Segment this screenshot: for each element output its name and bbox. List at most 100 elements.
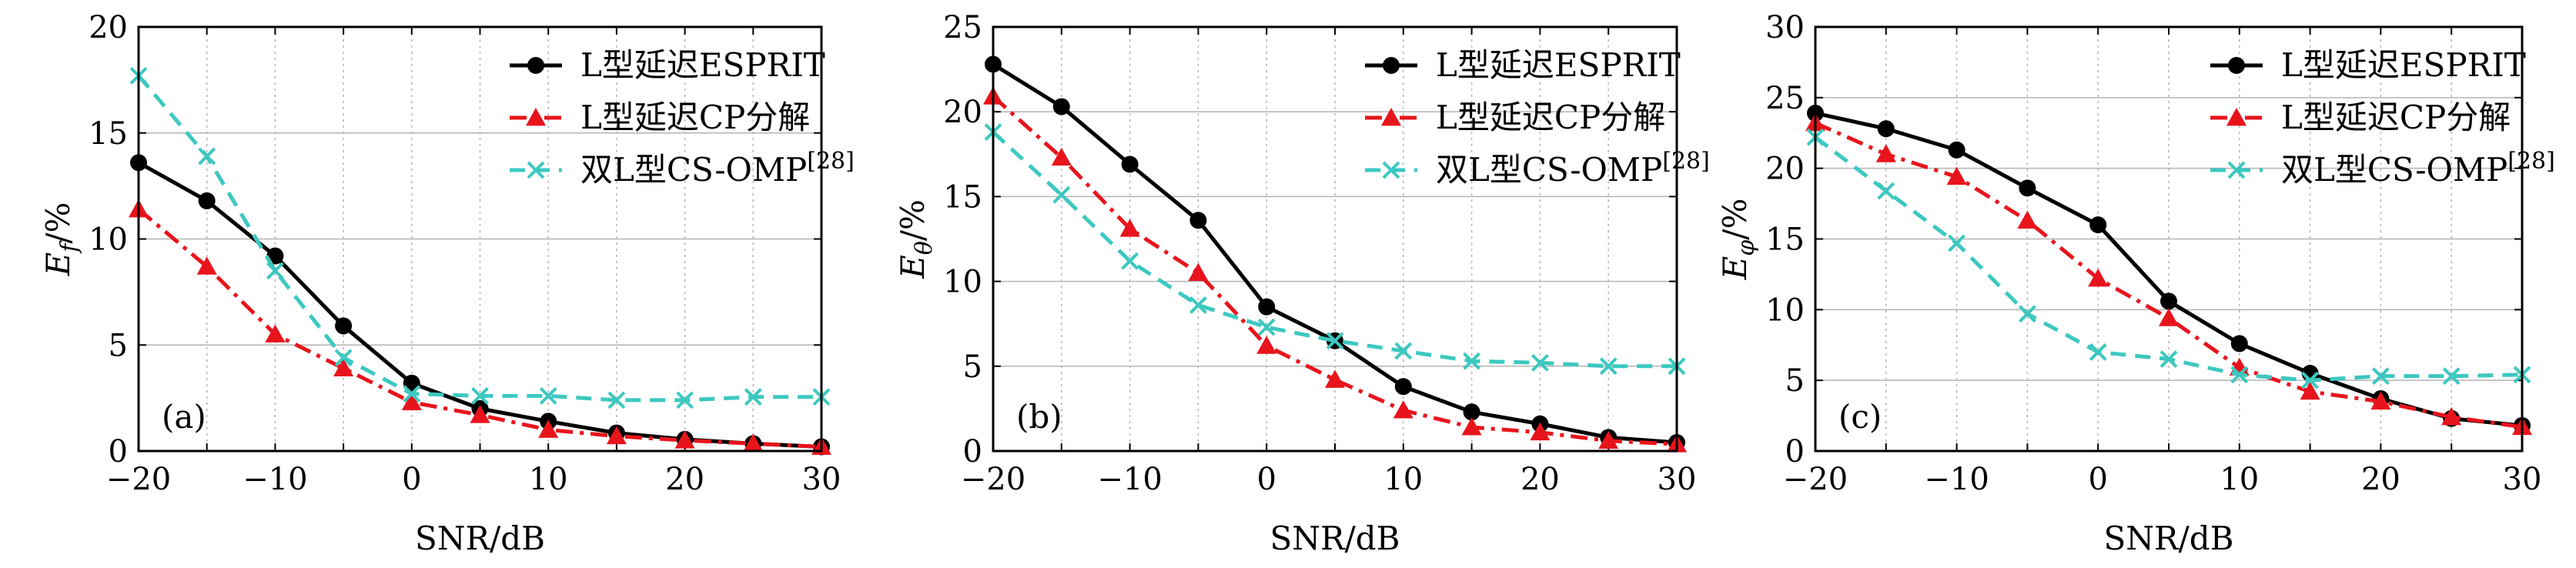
y-axis-title-main: E (39, 252, 77, 277)
y-tick-label: 20 (1765, 152, 1805, 187)
legend-entry: 双L型CS-OMP[28] (580, 148, 855, 189)
legend-marker (2227, 161, 2246, 179)
legend-marker (1382, 161, 1400, 179)
data-point (2370, 391, 2391, 410)
legend-marker (526, 108, 546, 126)
y-axis-title: Ef/% (39, 202, 83, 277)
data-point (1463, 352, 1481, 370)
data-point (471, 386, 489, 405)
data-point (1461, 417, 1482, 436)
data-point (1052, 185, 1071, 204)
y-axis-title-unit: /% (39, 202, 77, 244)
data-point (1946, 166, 1967, 185)
legend-entry: L型延迟ESPRIT (1436, 46, 1681, 84)
data-point (2019, 179, 2036, 197)
data-point (2089, 216, 2107, 234)
x-tick-label: 30 (2503, 462, 2542, 497)
x-tick-label: 20 (1521, 462, 1560, 497)
y-tick-label: 20 (943, 95, 982, 130)
data-point (1325, 369, 1345, 388)
legend-entry: L型延迟ESPRIT (2281, 46, 2526, 84)
legend-entry: L型延迟CP分解 (1436, 99, 1665, 136)
plot-frame (1814, 25, 2524, 453)
data-point (2160, 292, 2177, 310)
x-tick-label: 30 (802, 462, 841, 497)
plot-frame (137, 25, 823, 453)
data-point (1052, 98, 1070, 115)
y-axis-title-unit: /% (894, 199, 932, 241)
legend-marker (527, 161, 545, 179)
data-point (1257, 318, 1276, 336)
legend-marker (1381, 108, 1401, 126)
x-tick-label: −10 (1097, 462, 1162, 497)
y-tick-label: 10 (1765, 292, 1805, 328)
y-tick-label: 10 (943, 265, 982, 300)
y-tick-label: 25 (1765, 81, 1805, 116)
x-tick-label: 10 (529, 462, 568, 497)
data-point (1394, 378, 1412, 396)
y-tick-label: 5 (109, 328, 128, 363)
data-point (333, 358, 354, 376)
data-point (198, 147, 216, 165)
x-axis-title: SNR/dB (1270, 520, 1400, 557)
plot-frame (992, 25, 1678, 453)
data-point (1394, 342, 1413, 360)
panel-label: (b) (1016, 398, 1062, 436)
legend-marker (2228, 57, 2245, 74)
x-tick-label: 20 (665, 462, 704, 497)
data-point (1530, 422, 1551, 441)
chart-panel-c: 0 5 10 15 20 25 30 −20 −10 0 10 20 30 SNR/dB Eφ/% (c) L型… (1716, 10, 2555, 557)
data-point (1948, 141, 1965, 159)
data-point (266, 262, 284, 280)
x-tick-label: 20 (2361, 462, 2400, 497)
y-tick-label: 15 (1765, 222, 1805, 258)
x-tick-label: 30 (1658, 462, 1697, 497)
data-point (1119, 219, 1140, 237)
data-point (198, 192, 216, 209)
data-point (607, 391, 626, 409)
data-point (1393, 400, 1413, 419)
data-point (1256, 336, 1277, 354)
series-line (992, 130, 1677, 369)
data-point (1875, 144, 1896, 162)
panel-label: (c) (1838, 398, 1882, 436)
data-point (1189, 212, 1207, 229)
x-tick-label: −20 (961, 462, 1025, 497)
data-point (1531, 353, 1549, 372)
legend-entry: 双L型CS-OMP[28] (2281, 148, 2555, 189)
data-point (401, 392, 422, 411)
x-tick-label: −10 (243, 462, 307, 497)
legend-entry: L型延迟CP分解 (580, 99, 810, 136)
data-point (2017, 210, 2038, 229)
data-point (676, 391, 694, 409)
data-point (674, 430, 695, 449)
data-point (2230, 335, 2248, 352)
data-point (1599, 357, 1618, 376)
data-point (403, 385, 421, 403)
data-point (538, 419, 559, 438)
svg-text:Eθ/%: Eθ/% (894, 199, 938, 279)
chart-panel-a: 0 5 10 15 20 −20 −10 0 10 20 30 SNR/dB Ef/% (a) L型延迟ES… (39, 10, 855, 557)
data-point (1189, 296, 1207, 314)
y-axis-title: Eφ/% (1716, 199, 1760, 281)
x-axis-title: SNR/dB (415, 520, 545, 557)
legend-entry: 双L型CS-OMP[28] (1436, 148, 1710, 189)
data-point (2442, 367, 2461, 386)
x-tick-label: −10 (1924, 462, 1989, 497)
svg-text:Eφ/%: Eφ/% (1716, 199, 1760, 281)
y-axis-title-sub: θ (911, 241, 938, 255)
data-point (2371, 367, 2390, 386)
data-point (1188, 262, 1209, 281)
data-point (1598, 430, 1619, 449)
data-point (2300, 381, 2320, 400)
y-tick-label: 25 (943, 10, 982, 45)
data-point (334, 349, 353, 367)
data-point (265, 324, 286, 342)
data-point (1463, 403, 1480, 421)
x-tick-label: 0 (402, 462, 421, 497)
x-tick-label: −20 (1783, 462, 1848, 497)
